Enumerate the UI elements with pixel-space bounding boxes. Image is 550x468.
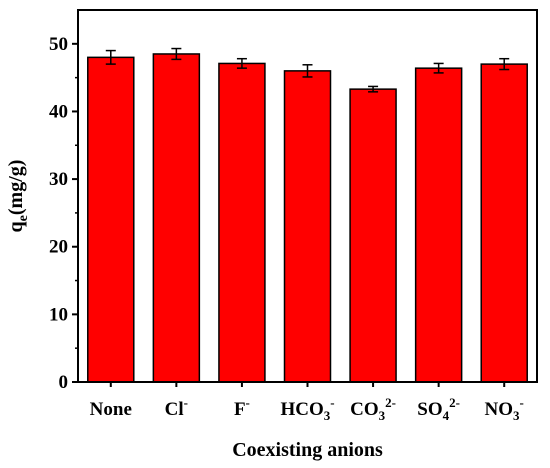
bar xyxy=(283,70,332,383)
y-tick-label: 20 xyxy=(49,237,68,258)
y-tick-label: 0 xyxy=(59,372,69,393)
bar xyxy=(218,62,266,383)
error-bar xyxy=(433,62,444,74)
bar xyxy=(414,67,463,383)
bar xyxy=(349,88,397,383)
x-tick-label: Cl- xyxy=(165,395,188,420)
y-axis-ticks: 0 10 20 30 40 50 xyxy=(49,34,78,393)
bar xyxy=(87,56,135,383)
bars xyxy=(87,53,528,383)
error-bar xyxy=(302,64,313,78)
y-tick-label: 40 xyxy=(49,101,68,122)
error-bar xyxy=(368,85,379,93)
x-tick-label: NO3- xyxy=(485,395,524,423)
plot-frame xyxy=(77,9,538,383)
y-tick-label: 50 xyxy=(49,34,68,55)
x-axis-labels: None Cl- F- HCO3- CO32- SO42- NO3- xyxy=(90,382,524,423)
bar xyxy=(152,53,201,383)
error-bar xyxy=(236,57,247,69)
error-bars xyxy=(105,47,510,93)
x-axis-title: Coexisting anions xyxy=(232,439,383,461)
x-tick-label: SO42- xyxy=(417,395,460,423)
error-bar xyxy=(171,47,182,61)
x-tick-label: F- xyxy=(234,395,250,420)
y-tick-label: 30 xyxy=(49,169,68,190)
y-axis-title: qe(mg/g) xyxy=(5,160,31,233)
error-bar xyxy=(105,49,116,65)
y-tick-label: 10 xyxy=(49,304,68,325)
x-tick-label: None xyxy=(90,399,132,420)
x-tick-label: CO32- xyxy=(350,395,396,423)
error-bar xyxy=(499,57,510,71)
bar xyxy=(480,63,528,383)
x-tick-label: HCO3- xyxy=(280,395,334,423)
